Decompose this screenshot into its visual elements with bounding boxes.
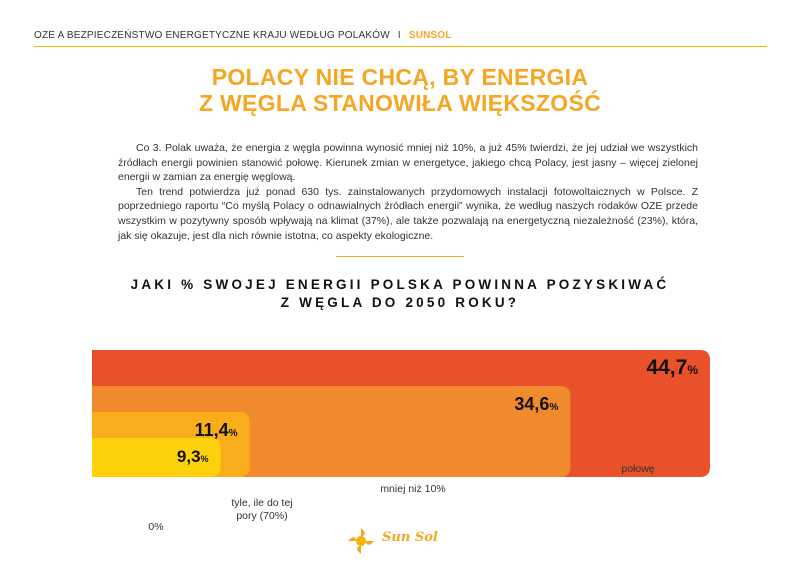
article-title-line2: Z WĘGLA STANOWIŁA WIĘKSZOŚĆ [198, 90, 602, 116]
value-unit-1: % [687, 363, 698, 377]
chart-title-line1: JAKI % SWOJEJ ENERGII POLSKA POWINNA POZ… [130, 277, 670, 292]
sunsol-logo-icon [348, 528, 374, 554]
article-paragraph-1: Co 3. Polak uważa, że energia z węgla po… [118, 142, 698, 184]
chart-title-line2: Z WĘGLA DO 2050 ROKU? [280, 295, 520, 310]
bar-4 [92, 438, 221, 477]
value-label-1: 44,7% [646, 356, 698, 379]
category-label-3: tyle, ile do tej pory (70%) [231, 497, 292, 522]
chart-title: JAKI % SWOJEJ ENERGII POLSKA POWINNA POZ… [100, 276, 700, 312]
category-label-1: połowę [621, 463, 654, 475]
section-divider [336, 256, 464, 257]
header-rule [34, 46, 767, 47]
value-label-2: 34,6% [514, 394, 558, 414]
value-unit-2: % [549, 402, 558, 413]
value-label-3: 11,4% [195, 420, 238, 440]
page-header: OZE A BEZPIECZEŃSTWO ENERGETYCZNE KRAJU … [34, 30, 774, 48]
category-label-2: mniej niż 10% [380, 483, 445, 495]
value-unit-4: % [201, 454, 209, 464]
article-title-line1: POLACY NIE CHCĄ, BY ENERGIA [211, 64, 589, 90]
value-unit-3: % [229, 428, 238, 439]
category-label-4: 0% [148, 521, 163, 533]
logo-text: Sun Sol [382, 530, 438, 545]
sunsol-logo: Sun Sol [346, 526, 466, 556]
header-brand: SUNSOL [408, 30, 452, 41]
article-paragraph-2: Ten trend potwierdza już ponad 630 tys. … [118, 185, 698, 242]
article-body: Co 3. Polak uważa, że energia z węgla po… [118, 141, 698, 243]
article-title: POLACY NIE CHCĄ, BY ENERGIA Z WĘGLA STAN… [150, 64, 650, 116]
header-separator: I [397, 30, 401, 41]
header-title: OZE A BEZPIECZEŃSTWO ENERGETYCZNE KRAJU … [34, 30, 390, 41]
